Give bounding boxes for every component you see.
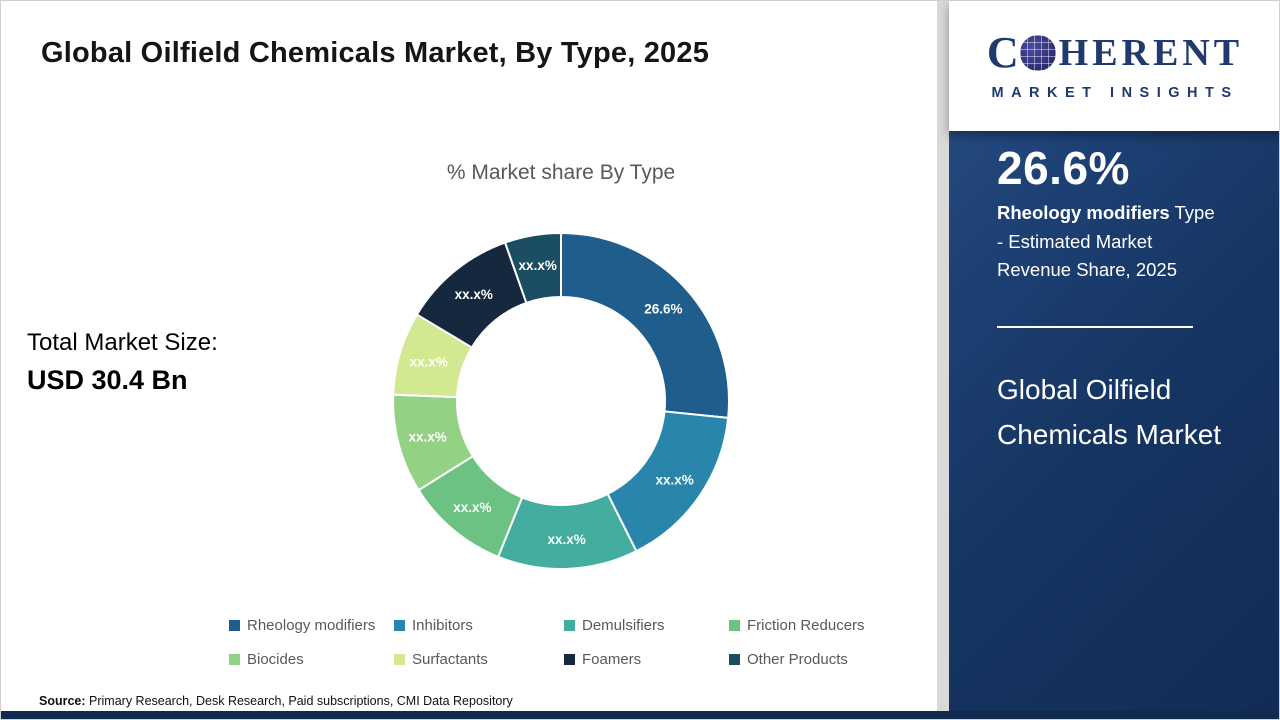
legend-label-demulsifiers: Demulsifiers: [582, 617, 665, 634]
highlight-stat-label: Rheology modifiers Type - Estimated Mark…: [997, 199, 1221, 285]
legend-swatch-demulsifiers: [564, 620, 575, 631]
legend-swatch-surfactants: [394, 654, 405, 665]
legend-item-friction-reducers: Friction Reducers: [729, 617, 889, 634]
legend-item-surfactants: Surfactants: [394, 651, 564, 668]
logo-subtitle: MARKET INSIGHTS: [991, 85, 1239, 101]
logo-word: HERENT: [1058, 32, 1244, 74]
legend-label-rheology-modifiers: Rheology modifiers: [247, 617, 376, 634]
legend-label-other-products: Other Products: [747, 651, 848, 668]
legend-swatch-friction-reducers: [729, 620, 740, 631]
market-size-label: Total Market Size:: [27, 329, 218, 356]
legend-item-demulsifiers: Demulsifiers: [564, 617, 729, 634]
legend-item-rheology-modifiers: Rheology modifiers: [229, 617, 394, 634]
segment-label-other-products: xx.x%: [519, 258, 557, 273]
source-label: Source:: [39, 694, 86, 708]
segment-label-rheology-modifiers: 26.6%: [644, 301, 682, 316]
brand-wordmark: C HERENT: [987, 31, 1243, 75]
legend-item-inhibitors: Inhibitors: [394, 617, 564, 634]
legend-item-biocides: Biocides: [229, 651, 394, 668]
legend-label-biocides: Biocides: [247, 651, 304, 668]
legend-item-foamers: Foamers: [564, 651, 729, 668]
donut-segment-other-products: [503, 231, 562, 305]
page-title: Global Oilfield Chemicals Market, By Typ…: [41, 37, 710, 69]
brand-logo: C HERENT MARKET INSIGHTS: [949, 1, 1279, 131]
total-market-size: Total Market Size: USD 30.4 Bn: [27, 329, 218, 396]
vertical-divider: [937, 1, 949, 719]
donut-segment-rheology-modifiers: [560, 231, 730, 419]
panel-report-title: Global Oilfield Chemicals Market: [997, 374, 1222, 451]
legend-label-inhibitors: Inhibitors: [412, 617, 473, 634]
footer-bar: [1, 711, 1279, 719]
market-size-value: USD 30.4 Bn: [27, 365, 188, 395]
segment-label-biocides: xx.x%: [409, 430, 447, 445]
segment-label-inhibitors: xx.x%: [656, 472, 694, 487]
legend-swatch-foamers: [564, 654, 575, 665]
legend-item-other-products: Other Products: [729, 651, 889, 668]
legend-swatch-biocides: [229, 654, 240, 665]
globe-icon: [1019, 35, 1056, 71]
segment-label-friction-reducers: xx.x%: [453, 500, 491, 515]
panel-divider-line: [997, 326, 1193, 328]
source-text: Primary Research, Desk Research, Paid su…: [85, 694, 513, 708]
legend-label-surfactants: Surfactants: [412, 651, 488, 668]
legend-label-friction-reducers: Friction Reducers: [747, 617, 865, 634]
legend-swatch-rheology-modifiers: [229, 620, 240, 631]
source-note: Source: Primary Research, Desk Research,…: [39, 694, 513, 708]
highlight-stat-label-rest: Type - Estimated Market Revenue Share, 2…: [997, 202, 1215, 281]
segment-label-surfactants: xx.x%: [410, 355, 448, 370]
highlight-stat-value: 26.6%: [997, 142, 1130, 194]
logo-letter-c: C: [986, 28, 1019, 77]
segment-label-demulsifiers: xx.x%: [547, 532, 585, 547]
legend-label-foamers: Foamers: [582, 651, 642, 668]
chart-legend: Rheology modifiers Inhibitors Demulsifiers…: [229, 617, 889, 668]
segment-label-foamers: xx.x%: [455, 287, 493, 302]
chart-title: % Market share By Type: [446, 161, 676, 184]
donut-chart-svg: 26.6% xx.x% xx.x% xx.x% xx.x% xx.x% xx.x% xx.x%: [392, 231, 730, 570]
donut-chart: 26.6% xx.x% xx.x% xx.x% xx.x% xx.x% xx.x% xx.x%: [371, 211, 751, 591]
legend-swatch-other-products: [729, 654, 740, 665]
highlight-stat-label-bold: Rheology modifiers: [997, 202, 1170, 223]
legend-swatch-inhibitors: [394, 620, 405, 631]
